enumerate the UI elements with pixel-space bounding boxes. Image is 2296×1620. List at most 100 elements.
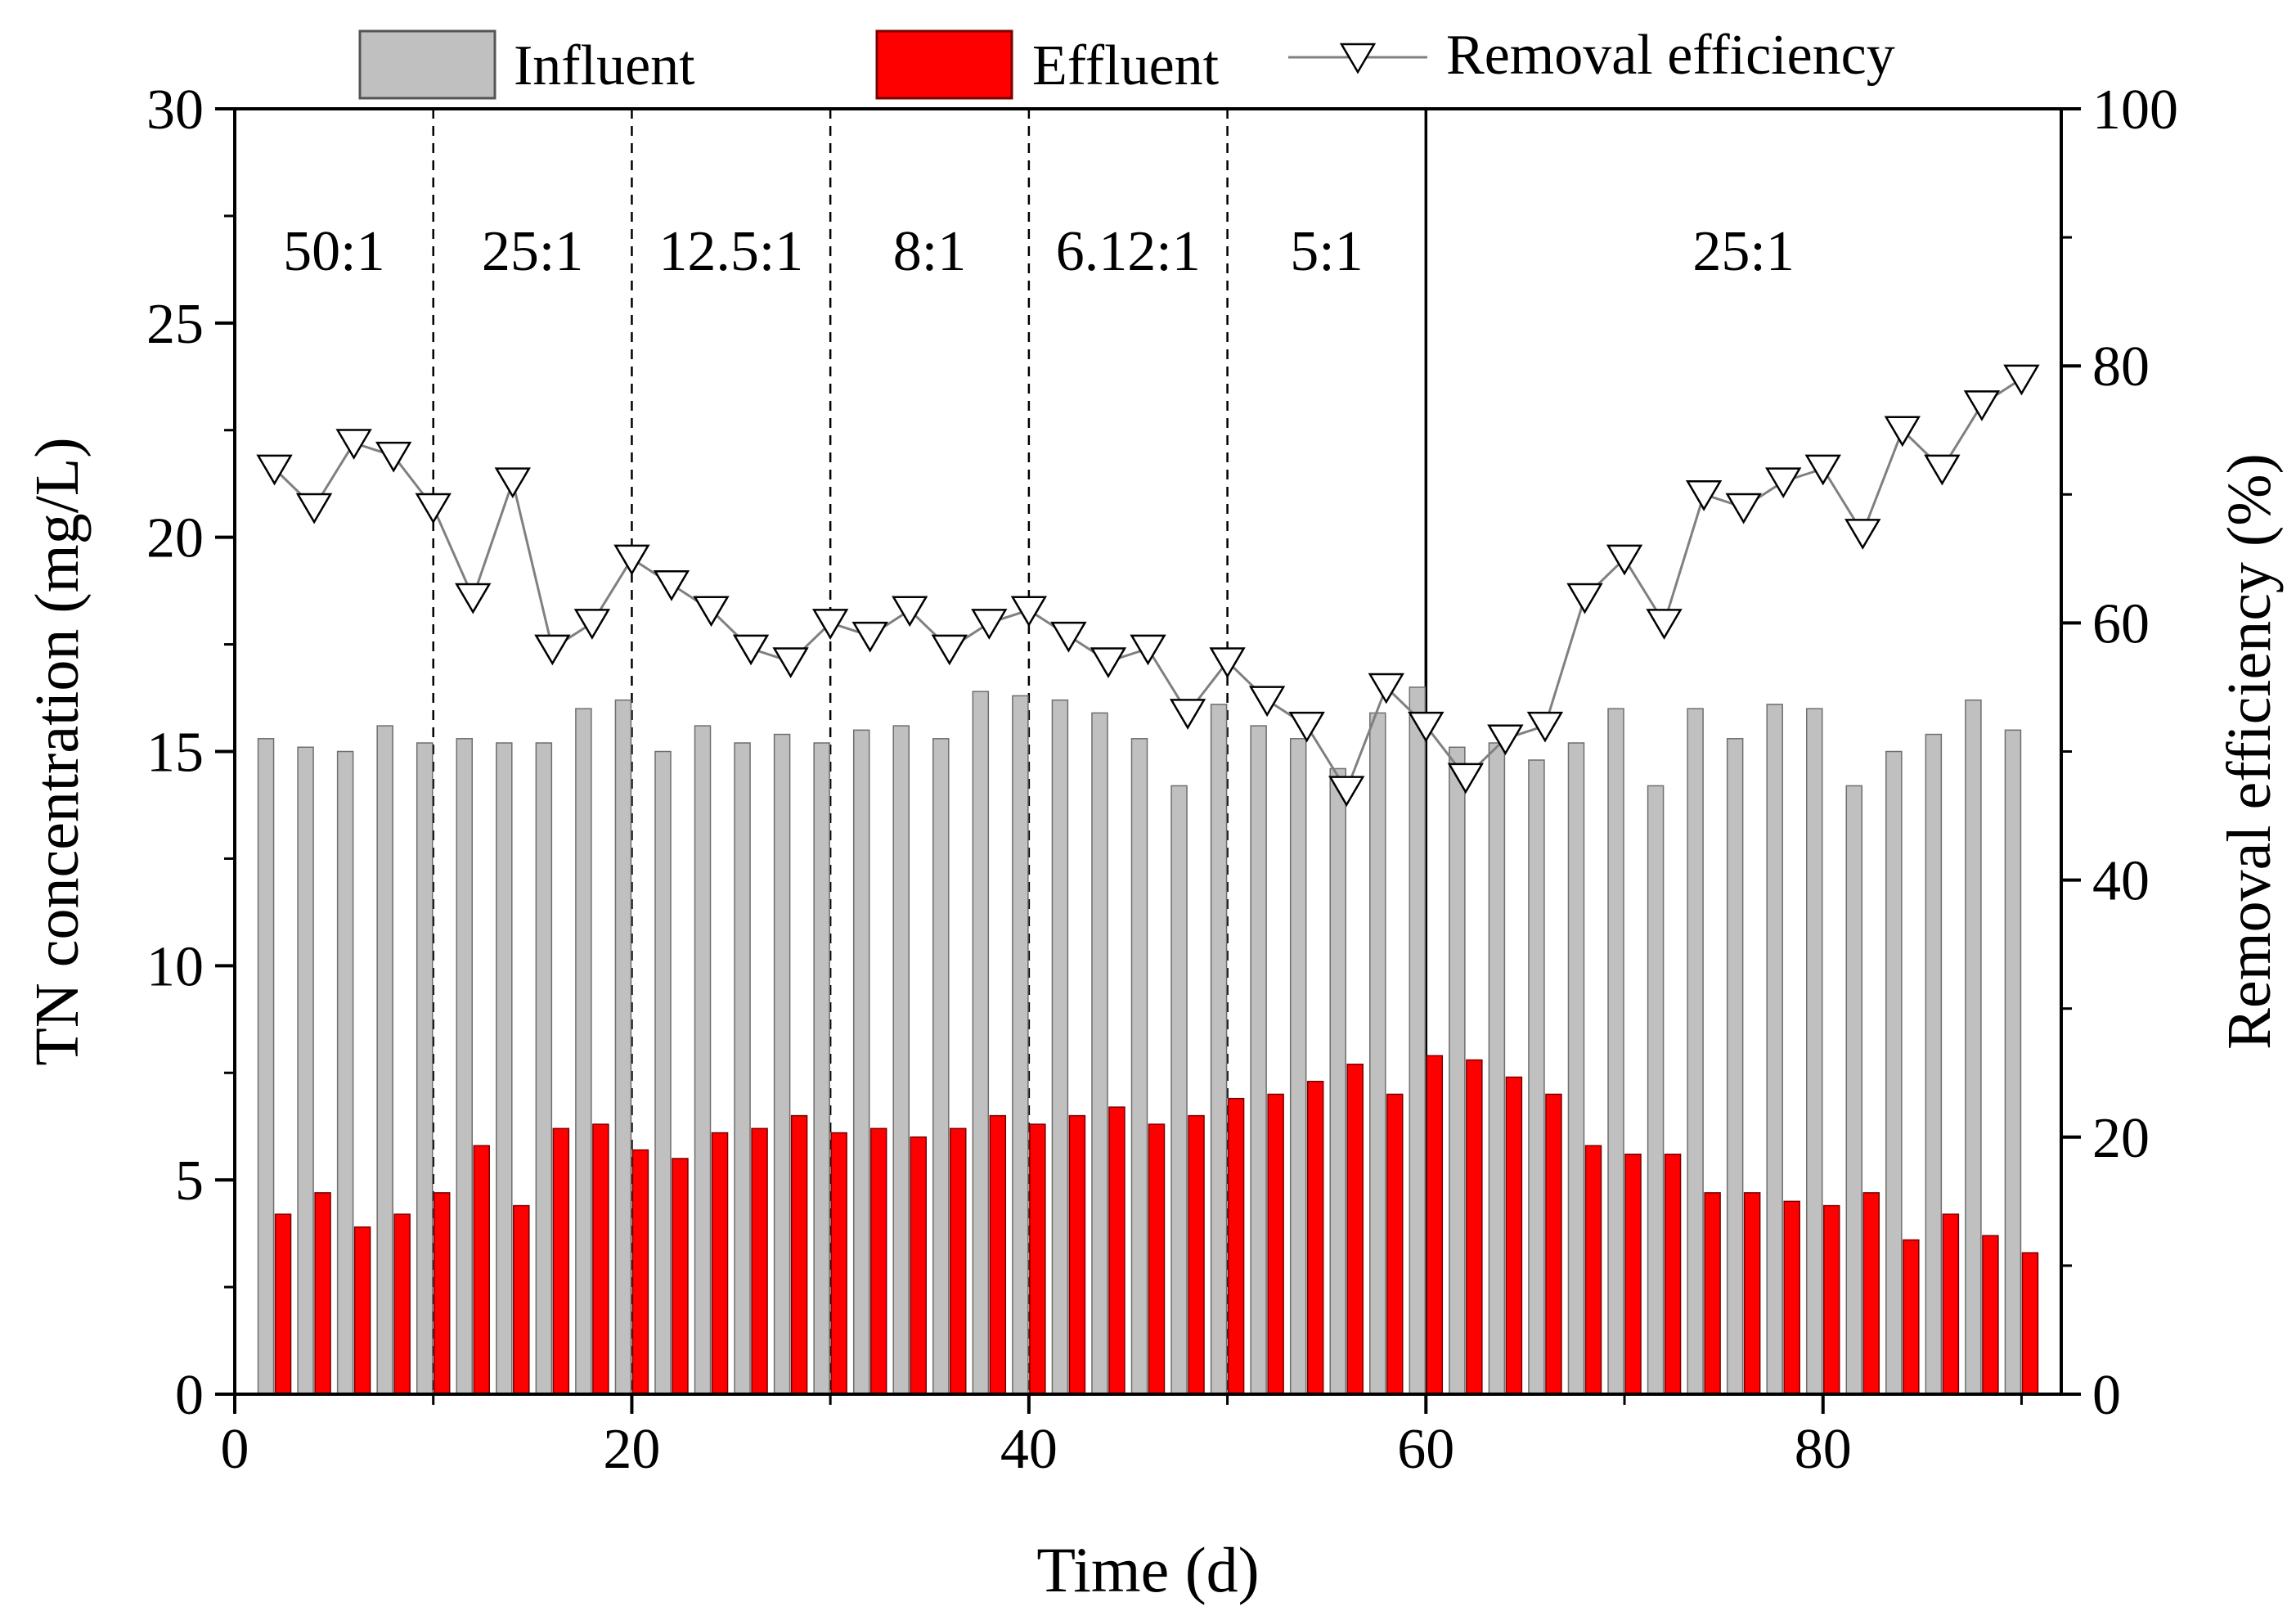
effluent-bar bbox=[1743, 1192, 1761, 1395]
efficiency-point bbox=[1884, 416, 1921, 448]
efficiency-point bbox=[1288, 711, 1325, 743]
x-tick-label: 0 bbox=[221, 1418, 249, 1481]
influent-bar bbox=[1885, 750, 1903, 1395]
efficiency-point bbox=[256, 454, 293, 486]
influent-bar bbox=[297, 746, 314, 1395]
legend-label-influent: Influent bbox=[514, 34, 695, 97]
effluent-bar bbox=[1029, 1123, 1046, 1395]
effluent-bar bbox=[672, 1158, 689, 1395]
effluent-bar bbox=[393, 1213, 411, 1395]
influent-bar bbox=[813, 742, 830, 1395]
influent-bar bbox=[1845, 785, 1863, 1395]
x-axis-title: Time (d) bbox=[1036, 1534, 1259, 1605]
influent-bar bbox=[1250, 725, 1267, 1395]
y2-tick-label: 20 bbox=[2092, 1107, 2150, 1170]
y-tick-label: 10 bbox=[146, 935, 204, 998]
influent-bar bbox=[376, 725, 393, 1395]
phase-label: 25:1 bbox=[482, 220, 583, 283]
efficiency-point bbox=[613, 544, 650, 576]
efficiency-point bbox=[375, 441, 412, 473]
efficiency-point bbox=[851, 621, 888, 653]
influent-bar bbox=[1687, 708, 1704, 1395]
legend: Influent Effluent Removal efficiency bbox=[358, 24, 1895, 100]
legend-marker-efficiency bbox=[1339, 43, 1377, 74]
influent-bar bbox=[1130, 738, 1148, 1395]
phase-label: 12.5:1 bbox=[658, 220, 803, 283]
influent-bar bbox=[614, 699, 632, 1395]
effluent-bar bbox=[1664, 1153, 1682, 1395]
influent-bar bbox=[1567, 742, 1585, 1395]
influent-bar bbox=[1289, 738, 1307, 1395]
influent-bar bbox=[257, 738, 275, 1395]
y-tick-label: 30 bbox=[146, 79, 204, 142]
influent-bar bbox=[694, 725, 712, 1395]
influent-bar bbox=[535, 742, 553, 1395]
efficiency-line-layer bbox=[256, 364, 2040, 808]
phase-label: 6.12:1 bbox=[1056, 220, 1201, 283]
efficiency-point bbox=[892, 596, 928, 628]
influent-bar bbox=[1766, 704, 1783, 1395]
influent-bar bbox=[1965, 699, 1982, 1395]
influent-bar bbox=[1805, 708, 1823, 1395]
efficiency-point bbox=[1963, 390, 2001, 421]
efficiency-point bbox=[1487, 724, 1524, 756]
efficiency-point bbox=[335, 429, 372, 460]
effluent-bar bbox=[473, 1145, 491, 1395]
effluent-bar bbox=[1466, 1059, 1483, 1395]
y-tick-label: 25 bbox=[146, 293, 204, 356]
influent-bar bbox=[1647, 785, 1665, 1395]
efficiency-point bbox=[1130, 634, 1166, 666]
y2-tick-label: 0 bbox=[2092, 1364, 2121, 1427]
efficiency-point bbox=[1566, 583, 1603, 614]
efficiency-point bbox=[1447, 763, 1485, 794]
efficiency-point bbox=[1209, 647, 1246, 678]
efficiency-point bbox=[693, 596, 730, 628]
influent-bar bbox=[654, 750, 672, 1395]
efficiency-point bbox=[1248, 686, 1286, 718]
legend-label-efficiency: Removal efficiency bbox=[1446, 24, 1895, 87]
effluent-bar bbox=[1942, 1213, 1960, 1395]
efficiency-point bbox=[1765, 467, 1802, 499]
efficiency-point bbox=[811, 609, 849, 640]
efficiency-point bbox=[772, 647, 809, 678]
effluent-bar bbox=[790, 1114, 808, 1395]
influent-bar bbox=[1012, 695, 1029, 1395]
effluent-bar bbox=[1267, 1093, 1284, 1395]
effluent-bar bbox=[1227, 1097, 1245, 1395]
effluent-bar bbox=[1306, 1080, 1324, 1395]
efficiency-point bbox=[1924, 454, 1961, 486]
efficiency-point bbox=[534, 634, 571, 666]
efficiency-point bbox=[1090, 647, 1127, 678]
effluent-bar bbox=[1862, 1192, 1880, 1395]
effluent-bar bbox=[433, 1192, 451, 1395]
effluent-bar bbox=[1148, 1123, 1166, 1395]
y2-tick-label: 80 bbox=[2092, 335, 2150, 398]
effluent-bar bbox=[1505, 1076, 1523, 1395]
influent-bar bbox=[336, 750, 354, 1395]
effluent-bar bbox=[1386, 1093, 1404, 1395]
y-tick-label: 15 bbox=[146, 722, 204, 785]
influent-bar bbox=[1726, 738, 1744, 1395]
effluent-bar bbox=[1783, 1200, 1800, 1395]
efficiency-point bbox=[1804, 454, 1841, 486]
efficiency-point bbox=[573, 609, 611, 640]
efficiency-point bbox=[415, 493, 452, 524]
effluent-bar bbox=[1704, 1192, 1721, 1395]
efficiency-point bbox=[1408, 711, 1445, 743]
phase-label: 5:1 bbox=[1290, 220, 1363, 283]
efficiency-point bbox=[1010, 596, 1048, 628]
effluent-bar bbox=[1108, 1106, 1126, 1395]
influent-bar bbox=[1925, 733, 1943, 1395]
effluent-bar bbox=[513, 1204, 530, 1395]
x-tick-label: 80 bbox=[1795, 1418, 1852, 1481]
effluent-bar bbox=[910, 1136, 927, 1395]
legend-label-effluent: Effluent bbox=[1032, 34, 1220, 97]
effluent-bar bbox=[950, 1127, 967, 1395]
legend-swatch-influent bbox=[358, 29, 496, 100]
influent-bar bbox=[416, 742, 434, 1395]
y-tick-label: 5 bbox=[175, 1150, 204, 1213]
influent-bar bbox=[456, 738, 474, 1395]
efficiency-point bbox=[1526, 711, 1564, 743]
efficiency-point bbox=[1646, 609, 1683, 640]
influent-bar bbox=[1051, 699, 1069, 1395]
